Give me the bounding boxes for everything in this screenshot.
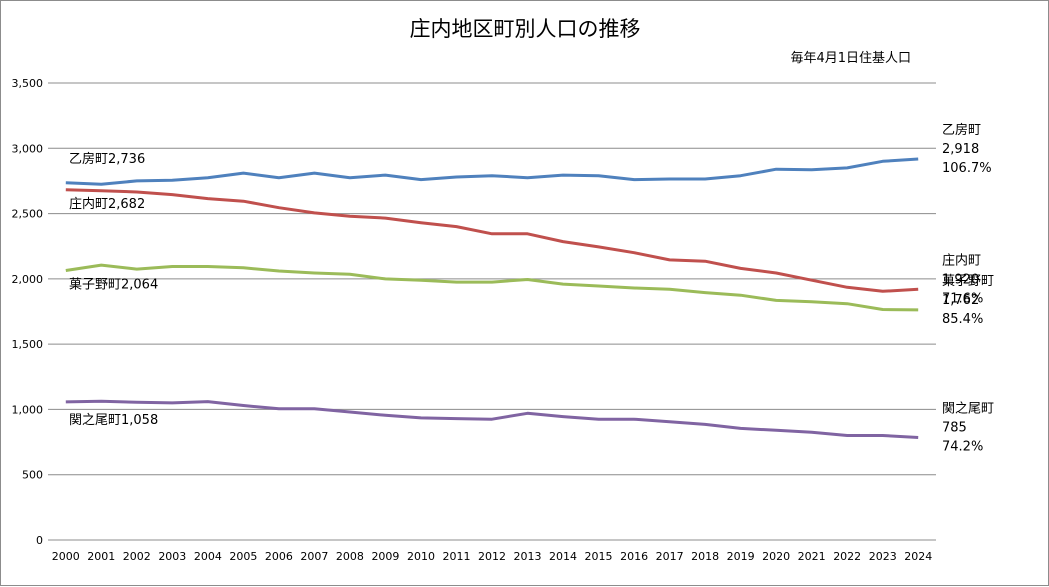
series-start-label: 庄内町2,682 bbox=[69, 196, 145, 212]
x-tick-label: 2001 bbox=[87, 550, 115, 563]
chart-title: 庄内地区町別人口の推移 bbox=[410, 17, 641, 41]
x-tick-label: 2006 bbox=[265, 550, 293, 563]
y-tick-label: 3,000 bbox=[12, 142, 44, 155]
x-tick-label: 2014 bbox=[549, 550, 577, 563]
x-tick-label: 2013 bbox=[514, 550, 542, 563]
series-end-value: 1,920 bbox=[942, 272, 979, 287]
x-tick-label: 2000 bbox=[52, 550, 80, 563]
x-tick-label: 2004 bbox=[194, 550, 222, 563]
x-tick-label: 2011 bbox=[442, 550, 470, 563]
y-tick-label: 3,500 bbox=[12, 77, 44, 90]
x-tick-label: 2016 bbox=[620, 550, 648, 563]
x-tick-label: 2024 bbox=[904, 550, 932, 563]
series-line-1 bbox=[65, 157, 919, 186]
x-tick-label: 2023 bbox=[869, 550, 897, 563]
x-tick-label: 2010 bbox=[407, 550, 435, 563]
series-end-value: 785 bbox=[942, 421, 967, 436]
y-tick-label: 1,500 bbox=[12, 338, 44, 351]
x-tick-label: 2005 bbox=[229, 550, 257, 563]
y-tick-label: 1,000 bbox=[12, 403, 44, 416]
series-line-4 bbox=[65, 399, 919, 439]
series-end-name: 菓子野町 bbox=[942, 274, 994, 289]
y-axis-ticks: 0 500 1,000 1,500 2,000 2,500 3,000 3,500 bbox=[12, 77, 44, 547]
x-tick-label: 2022 bbox=[833, 550, 861, 563]
x-tick-label: 2015 bbox=[585, 550, 613, 563]
series-line-2 bbox=[65, 188, 919, 293]
y-tick-label: 500 bbox=[22, 469, 43, 482]
series-end-value: 2,918 bbox=[942, 142, 979, 157]
x-tick-label: 2020 bbox=[762, 550, 790, 563]
series-start-label: 菓子野町2,064 bbox=[69, 278, 158, 293]
x-tick-label: 2017 bbox=[656, 550, 684, 563]
x-tick-label: 2012 bbox=[478, 550, 506, 563]
chart-note: 毎年4月1日住基人口 bbox=[790, 50, 911, 66]
series-end-percent: 71.6% bbox=[942, 291, 983, 306]
x-tick-label: 2019 bbox=[727, 550, 755, 563]
series-end-name: 関之尾町 bbox=[942, 402, 994, 417]
x-axis-ticks: 2000 2001 2002 2003 2004 2005 2006 2007 2008 2009… bbox=[52, 550, 932, 563]
x-tick-label: 2018 bbox=[691, 550, 719, 563]
series-end-percent: 85.4% bbox=[942, 312, 983, 327]
series-start-label: 乙房町2,736 bbox=[69, 151, 145, 167]
series-lines bbox=[65, 157, 919, 439]
x-tick-label: 2003 bbox=[158, 550, 186, 563]
x-tick-label: 2002 bbox=[123, 550, 151, 563]
series-end-percent: 74.2% bbox=[942, 440, 983, 455]
gridlines bbox=[48, 82, 936, 541]
series-labels: 乙房町2,736 乙房町 2,918 106.7% 庄内町2,682 庄内町 1,920 71… bbox=[69, 122, 994, 455]
series-start-label: 関之尾町1,058 bbox=[69, 413, 158, 428]
x-tick-label: 2007 bbox=[300, 550, 328, 563]
x-tick-label: 2021 bbox=[798, 550, 826, 563]
series-end-percent: 106.7% bbox=[942, 161, 992, 176]
x-tick-label: 2009 bbox=[371, 550, 399, 563]
x-tick-label: 2008 bbox=[336, 550, 364, 563]
series-end-name: 庄内町 bbox=[942, 252, 981, 268]
series-line-3 bbox=[65, 263, 919, 312]
y-tick-label: 2,500 bbox=[12, 208, 44, 221]
y-tick-label: 0 bbox=[36, 534, 43, 547]
series-end-value: 1,762 bbox=[942, 293, 979, 308]
series-end-name: 乙房町 bbox=[942, 122, 981, 138]
y-tick-label: 2,000 bbox=[12, 273, 44, 286]
